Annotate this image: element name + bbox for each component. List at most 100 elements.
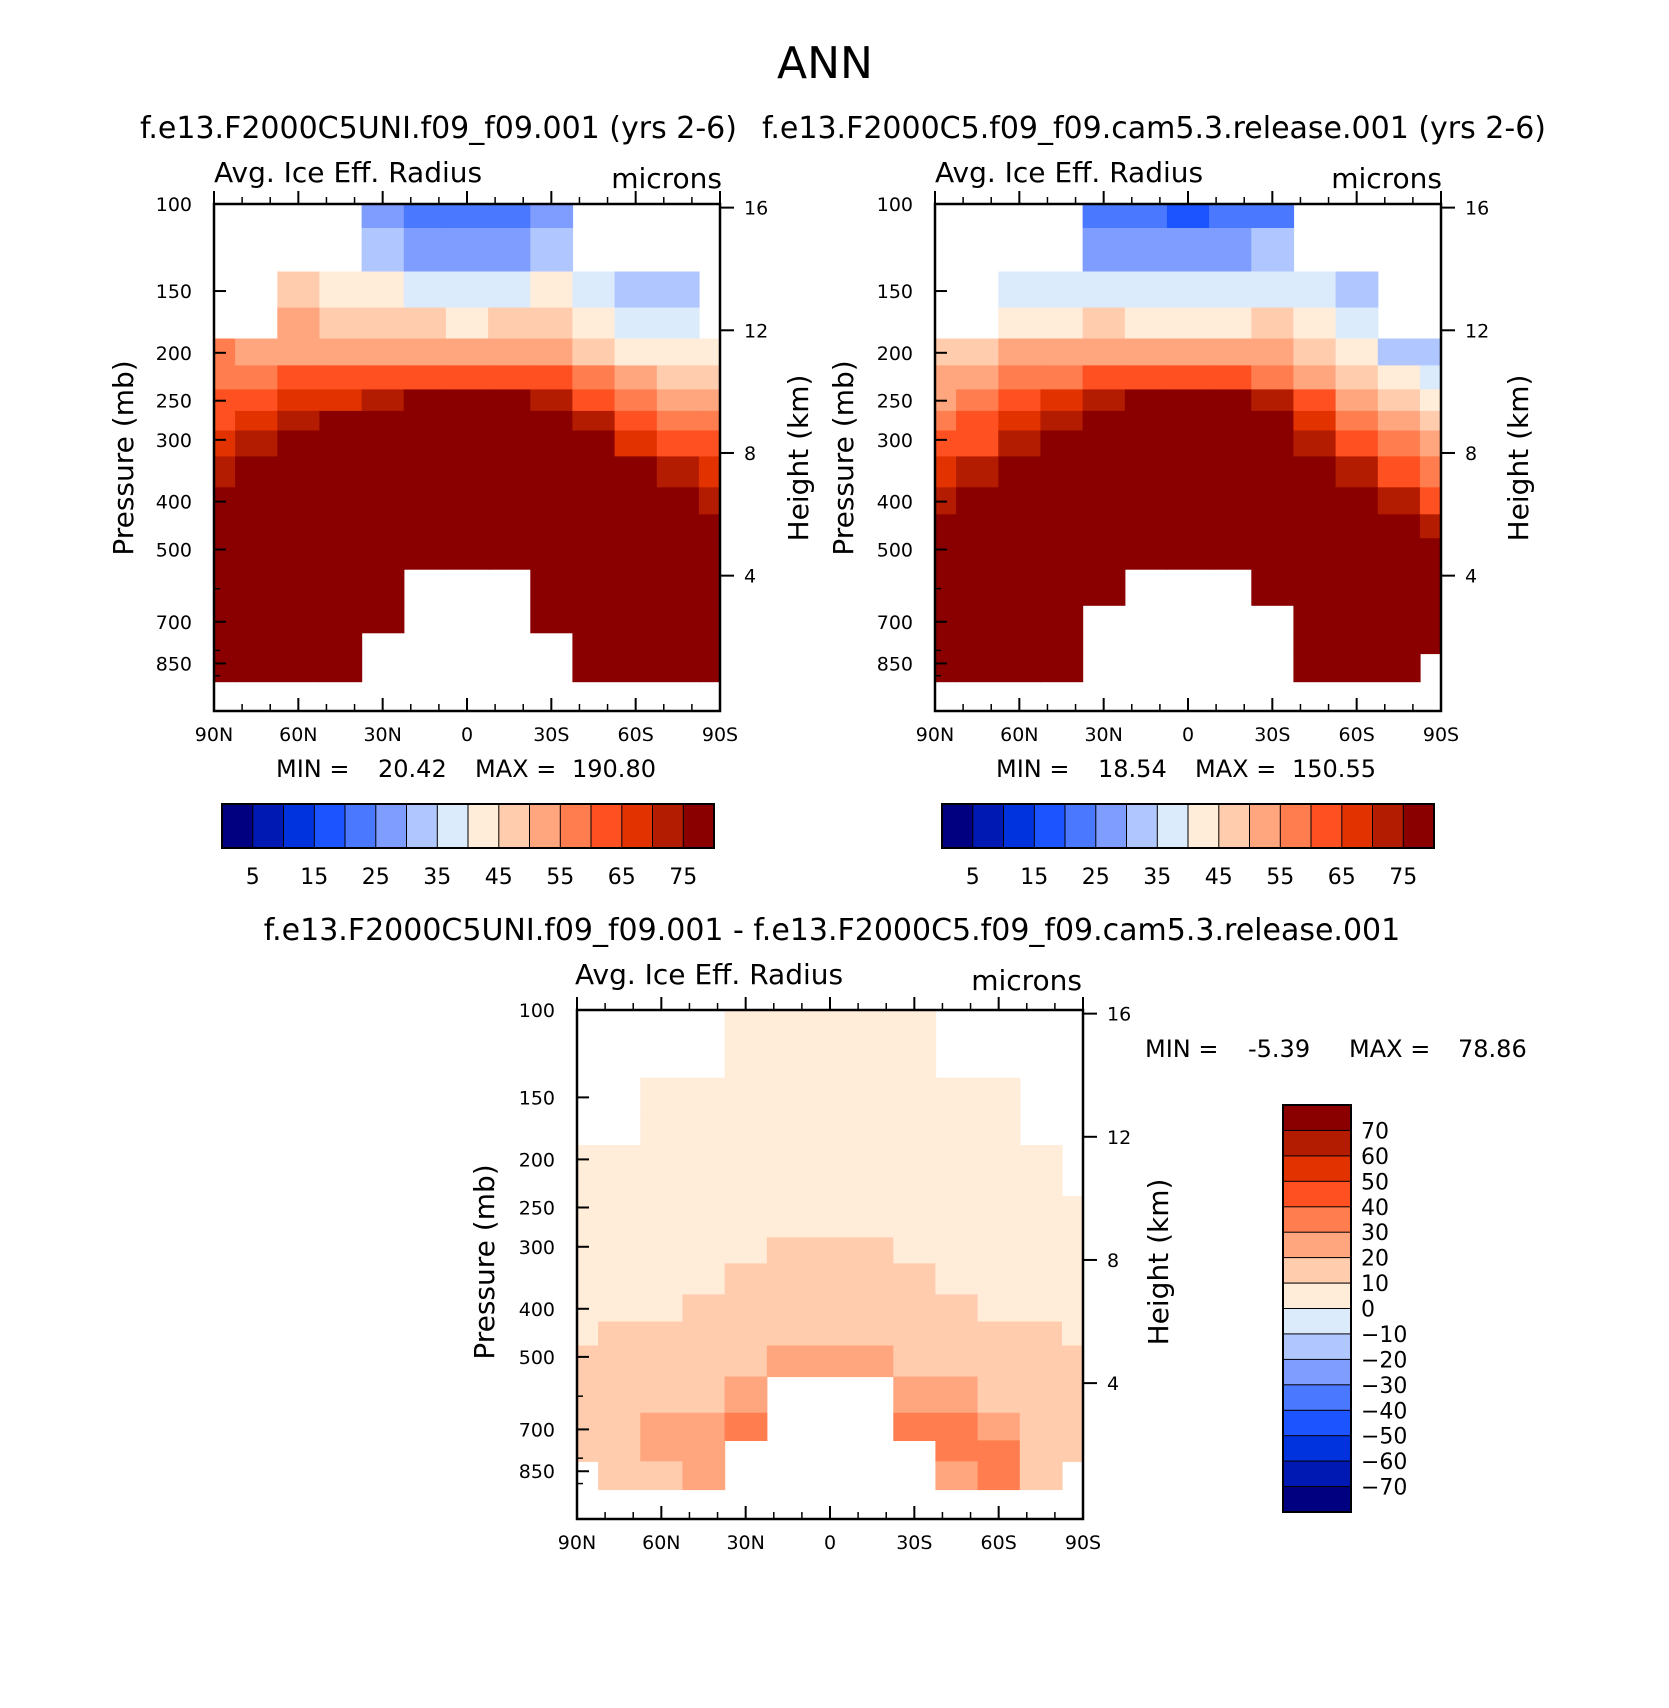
field-cell (1419, 569, 1442, 606)
colorbar-label: −70 (1361, 1476, 1407, 1501)
field-cell (724, 1034, 768, 1079)
field-cell (235, 653, 278, 683)
field-cell (851, 1196, 894, 1219)
field-cell (598, 1376, 641, 1414)
field-cell (935, 1263, 979, 1295)
field-cell (530, 365, 574, 390)
field-cell (1166, 307, 1210, 340)
field-cell (682, 1461, 726, 1491)
field-cell (1251, 569, 1295, 606)
colorbar-swatch (1282, 1384, 1352, 1412)
field-cell (614, 307, 658, 340)
field-cell (766, 1034, 810, 1079)
panel-a-units: microns (611, 162, 722, 195)
field-cell (1377, 514, 1421, 539)
field-cell (893, 1412, 937, 1441)
pressure-tick-label: 300 (877, 430, 913, 452)
field-cell (656, 307, 700, 340)
field-cell (1335, 389, 1379, 412)
field-cell (1082, 271, 1126, 309)
field-cell (1209, 410, 1252, 432)
field-cell (977, 1440, 1021, 1462)
field-cell (1335, 538, 1379, 570)
panel-b-ylabel-right: Height (km) (1502, 375, 1535, 542)
field-cell (319, 456, 363, 488)
lat-tick-label: 90S (702, 724, 738, 746)
field-cell (977, 1412, 1021, 1441)
field-cell (572, 569, 616, 606)
field-cell (1209, 307, 1252, 340)
field-cell (1124, 228, 1168, 273)
field-cell (1019, 1412, 1063, 1441)
field-cell (1335, 338, 1379, 367)
field-cell (1335, 410, 1379, 432)
field-cell (698, 605, 721, 634)
field-cell (361, 204, 405, 229)
field-cell (614, 338, 658, 367)
field-cell (893, 1321, 937, 1347)
colorbar-swatch (1310, 803, 1343, 849)
field-cell (1251, 456, 1295, 488)
field-cell (1335, 456, 1379, 488)
field-cell (1377, 338, 1421, 367)
field-cell (530, 514, 574, 539)
panel-b: f.e13.F2000C5.f09_f09.cam5.3.release.001… (762, 111, 1546, 890)
panel-b-max-label: MAX = (1195, 755, 1276, 783)
field-cell (956, 653, 999, 683)
panel-b-field (935, 204, 1442, 683)
field-cell (361, 487, 405, 515)
field-cell (403, 228, 447, 273)
field-cell (1061, 1345, 1084, 1378)
height-tick-label: 12 (744, 320, 768, 342)
field-cell (1082, 410, 1126, 432)
field-cell (1124, 365, 1168, 390)
field-cell (698, 632, 721, 655)
panel-a-subtitle: f.e13.F2000C5UNI.f09_f09.001 (yrs 2-6) (140, 111, 737, 146)
field-cell (235, 605, 278, 634)
field-cell (1335, 307, 1379, 340)
field-cell (277, 338, 321, 367)
field-cell (277, 271, 321, 309)
field-cell (640, 1412, 684, 1441)
field-cell (1019, 1263, 1063, 1295)
field-cell (998, 514, 1042, 539)
field-cell (445, 204, 489, 229)
field-cell (851, 1077, 894, 1115)
field-cell (851, 1217, 894, 1238)
field-cell (1061, 1440, 1084, 1462)
field-cell (656, 365, 700, 390)
colorbar-label: 50 (1361, 1170, 1389, 1195)
field-cell (1124, 514, 1168, 539)
panel-a-max-label: MAX = (475, 755, 556, 783)
field-cell (1166, 538, 1210, 570)
field-cell (893, 1345, 937, 1378)
field-cell (445, 338, 489, 367)
field-cell (572, 653, 616, 683)
field-cell (614, 389, 658, 412)
colorbar-swatch (621, 803, 654, 849)
panel-b-colorbar: 5 15 25 35 45 55 65 75 (941, 803, 1435, 890)
field-cell (319, 632, 363, 655)
field-cell (935, 1440, 979, 1462)
field-cell (614, 605, 658, 634)
colorbar-swatch (682, 803, 715, 849)
field-cell (319, 514, 363, 539)
field-cell (1061, 1237, 1084, 1264)
field-cell (977, 1321, 1021, 1347)
pressure-tick-label: 150 (519, 1087, 555, 1109)
field-cell (956, 389, 999, 412)
field-cell (403, 456, 447, 488)
field-cell (1209, 430, 1252, 457)
field-cell (614, 365, 658, 390)
field-cell (935, 1461, 979, 1491)
pressure-tick-label: 500 (519, 1347, 555, 1369)
field-cell (1251, 410, 1295, 432)
colorbar-swatch (1282, 1358, 1352, 1386)
field-cell (445, 389, 489, 412)
field-cell (530, 430, 574, 457)
field-cell (598, 1263, 641, 1295)
field-cell (935, 1237, 979, 1264)
field-cell (572, 389, 616, 412)
field-cell (572, 605, 616, 634)
